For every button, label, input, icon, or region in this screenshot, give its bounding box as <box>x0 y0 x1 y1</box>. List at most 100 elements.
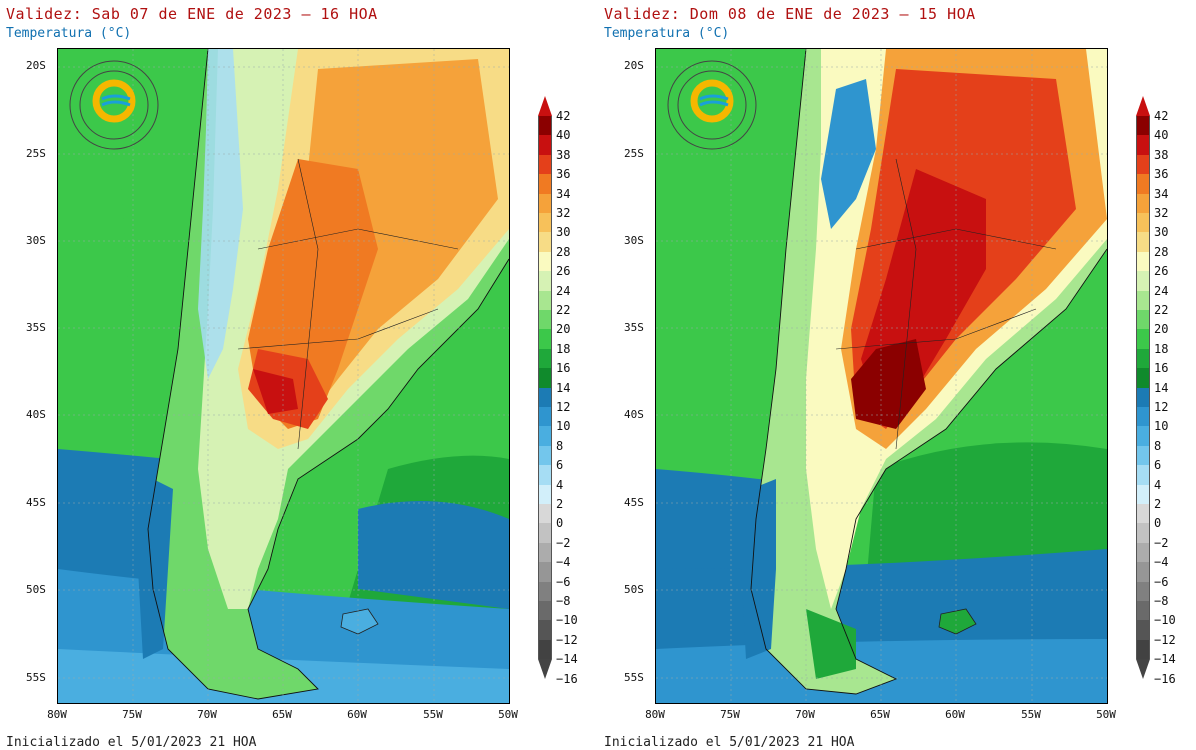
lat-label: 30S <box>26 234 46 247</box>
colorbar-tick-label: −16 <box>1154 671 1176 686</box>
colorbar-tick-label: 18 <box>556 341 571 356</box>
colorbar-swatch <box>538 504 552 524</box>
colorbar-swatch <box>538 542 552 563</box>
colorbar-swatch <box>538 135 552 155</box>
colorbar-tick-label: 42 <box>1154 109 1169 123</box>
colorbar-swatch <box>1136 213 1150 233</box>
colorbar-tick-label: 6 <box>556 458 564 473</box>
lon-label: 65W <box>272 708 292 721</box>
colorbar-swatch <box>538 154 552 175</box>
colorbar-tick-label: 42 <box>556 109 571 123</box>
colorbar-swatch <box>1136 601 1150 621</box>
lon-label: 50W <box>1096 708 1116 721</box>
colorbar-swatch <box>538 465 552 485</box>
lat-label: 20S <box>26 59 46 72</box>
colorbar-swatch <box>1136 620 1150 640</box>
lon-label: 70W <box>795 708 815 721</box>
variable-subtitle: Temperatura (°C) <box>6 26 132 41</box>
colorbar-swatch <box>538 523 552 543</box>
colorbar-swatch <box>1136 135 1150 155</box>
colorbar-swatch <box>1136 407 1150 427</box>
colorbar-tick-label: 24 <box>1154 283 1169 298</box>
colorbar-tick-label: 34 <box>556 186 571 201</box>
colorbar-swatch <box>1136 368 1150 388</box>
colorbar-min-arrow <box>1136 659 1150 680</box>
panel-title: Validez: Dom 08 de ENE de 2023 – 15 HOA <box>604 5 976 23</box>
lat-label: 35S <box>26 321 46 334</box>
colorbar-tick-label: 34 <box>1154 186 1169 201</box>
colorbar-tick-label: 36 <box>1154 167 1169 182</box>
smn-logo <box>69 60 159 150</box>
colorbar-tick-label: 30 <box>556 225 571 240</box>
colorbar-swatch <box>538 387 552 407</box>
colorbar-tick-label: −6 <box>556 574 571 589</box>
colorbar-swatch <box>1136 290 1150 310</box>
colorbar-swatch <box>1136 581 1150 601</box>
colorbar-tick-label: 38 <box>1154 147 1169 162</box>
colorbar-tick-label: 20 <box>1154 322 1169 337</box>
colorbar-swatch <box>538 581 552 601</box>
colorbar-tick-label: 28 <box>556 244 571 259</box>
colorbar-swatch <box>1136 465 1150 485</box>
colorbar-swatch <box>538 174 552 194</box>
colorbar-swatch <box>538 116 552 136</box>
lon-label: 80W <box>645 708 665 721</box>
colorbar-swatch <box>1136 310 1150 330</box>
colorbar-swatch <box>1136 504 1150 524</box>
colorbar-tick-label: −10 <box>556 613 578 628</box>
colorbar-tick-label: 0 <box>1154 516 1162 531</box>
smn-logo <box>667 60 757 150</box>
lon-label: 70W <box>197 708 217 721</box>
colorbar-tick-label: 30 <box>1154 225 1169 240</box>
colorbar-tick-label: 16 <box>556 361 571 376</box>
colorbar-min-arrow <box>538 659 552 680</box>
lat-label: 50S <box>26 583 46 596</box>
panel-sunday: Validez: Dom 08 de ENE de 2023 – 15 HOA … <box>598 0 1196 750</box>
lon-label: 80W <box>47 708 67 721</box>
panel-saturday: Validez: Sab 07 de ENE de 2023 – 16 HOA … <box>6 5 578 750</box>
colorbar-swatch <box>1136 174 1150 194</box>
colorbar-tick-label: 4 <box>1154 477 1162 492</box>
colorbar-swatch <box>538 348 552 369</box>
colorbar-swatch <box>1136 232 1150 252</box>
lat-label: 20S <box>624 59 644 72</box>
temperature-map <box>655 48 1108 704</box>
colorbar-swatch <box>538 620 552 640</box>
colorbar-swatch <box>538 562 552 582</box>
colorbar-swatch <box>538 407 552 427</box>
colorbar-tick-label: 14 <box>1154 380 1169 395</box>
colorbar-swatch <box>1136 271 1150 291</box>
colorbar-swatch <box>1136 445 1150 466</box>
colorbar-tick-label: 22 <box>1154 303 1169 317</box>
lat-label: 25S <box>624 147 644 160</box>
colorbar-tick-label: −4 <box>556 555 571 570</box>
colorbar-tick-label: 2 <box>556 497 564 511</box>
colorbar-tick-label: 20 <box>556 322 571 337</box>
colorbar-swatch <box>538 445 552 466</box>
colorbar-tick-label: 22 <box>556 303 571 317</box>
lat-label: 45S <box>624 496 644 509</box>
colorbar-swatch <box>538 232 552 252</box>
colorbar-tick-label: 12 <box>1154 400 1169 414</box>
colorbar-max-arrow <box>538 96 552 116</box>
colorbar-swatch <box>1136 193 1150 213</box>
init-time: Inicializado el 5/01/2023 21 HOA <box>6 735 257 750</box>
colorbar-tick-label: 10 <box>1154 419 1169 434</box>
colorbar-tick-label: 32 <box>556 206 571 220</box>
colorbar-swatch <box>1136 251 1150 272</box>
lat-label: 35S <box>624 321 644 334</box>
lat-label: 25S <box>26 147 46 160</box>
lon-label: 60W <box>347 708 367 721</box>
lat-label: 30S <box>624 234 644 247</box>
lat-label: 50S <box>624 583 644 596</box>
lon-label: 60W <box>945 708 965 721</box>
colorbar-swatch <box>1136 348 1150 369</box>
colorbar-tick-label: 24 <box>556 283 571 298</box>
colorbar-tick-label: 6 <box>1154 458 1162 473</box>
colorbar-tick-label: −6 <box>1154 574 1169 589</box>
colorbar-tick-label: 8 <box>556 438 564 453</box>
lat-label: 40S <box>26 408 46 421</box>
colorbar-swatch <box>1136 639 1150 660</box>
colorbar-tick-label: 12 <box>556 400 571 414</box>
lat-label: 55S <box>624 671 644 684</box>
